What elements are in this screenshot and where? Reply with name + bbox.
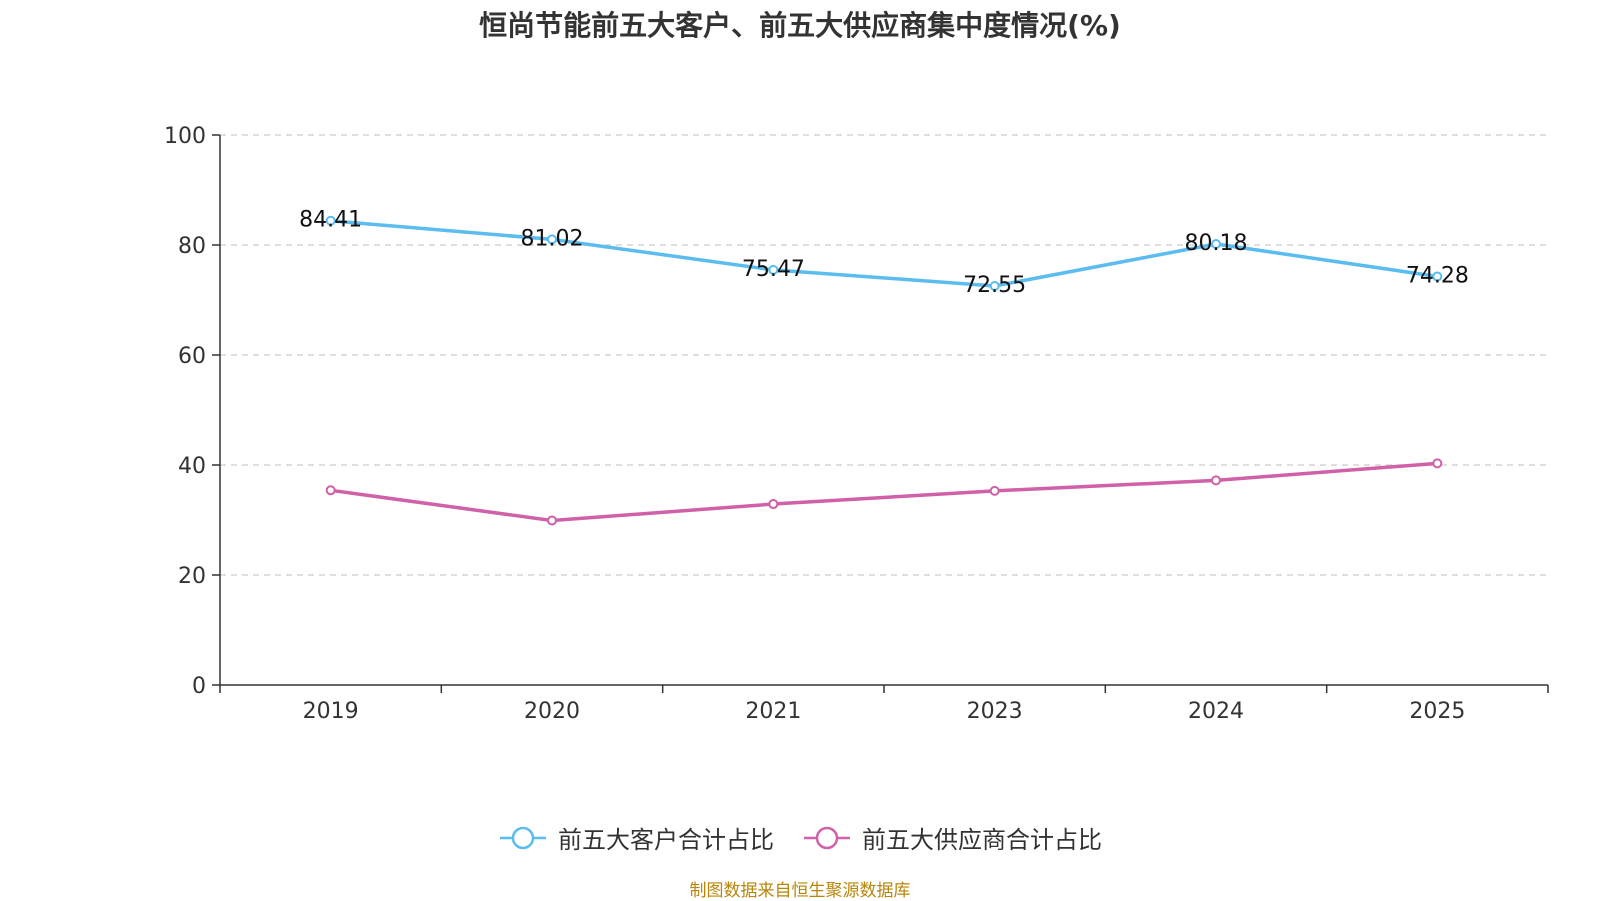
data-labels: 84.41 81.02 75.47 72.55 80.18 74.28 (299, 208, 1469, 298)
data-point (325, 485, 336, 496)
y-tick-label: 60 (178, 344, 206, 369)
legend-label: 前五大客户合计占比 (558, 826, 774, 854)
y-tick-label: 80 (178, 234, 206, 259)
data-point (768, 264, 779, 275)
data-label: 72.55 (963, 273, 1026, 298)
y-tick-label: 40 (178, 454, 206, 479)
legend-label: 前五大供应商合计占比 (862, 826, 1102, 854)
data-point (1432, 271, 1443, 282)
x-tick-label: 2019 (303, 699, 359, 724)
legend-marker-icon (804, 826, 850, 849)
x-tick-label: 2020 (524, 699, 580, 724)
data-label: 81.02 (521, 226, 584, 251)
source-note: 制图数据来自恒生聚源数据库 (689, 881, 911, 901)
legend-item[interactable]: 前五大客户合计占比 (498, 820, 774, 855)
x-tick-label: 2025 (1409, 699, 1465, 724)
legend-marker-icon (500, 826, 546, 849)
series-line-1 (330, 461, 1438, 523)
data-point (768, 499, 779, 510)
axes: 0 20 40 60 80 100 2019 2020 2021 2023 2024 2025 (164, 124, 1549, 724)
y-tick-label: 100 (164, 124, 206, 149)
y-tick-label: 0 (192, 674, 206, 699)
data-point (1211, 239, 1221, 250)
data-point (547, 234, 557, 245)
data-label: 84.41 (299, 208, 362, 233)
data-point (989, 485, 1000, 496)
x-tick-label: 2023 (967, 699, 1023, 724)
grid-lines (220, 134, 1548, 576)
data-label: 80.18 (1185, 231, 1248, 256)
data-point (547, 515, 557, 526)
data-label: 75.47 (742, 257, 805, 282)
legend-item[interactable]: 前五大供应商合计占比 (802, 820, 1102, 855)
series-lines (325, 215, 1443, 526)
chart-title: 恒尚节能前五大客户、前五大供应商集中度情况(%) (479, 9, 1121, 42)
data-point (1211, 475, 1221, 486)
data-label: 74.28 (1406, 263, 1469, 288)
x-tick-label: 2024 (1188, 699, 1244, 724)
data-point (989, 280, 1000, 291)
data-point (1432, 458, 1443, 469)
data-point (325, 215, 336, 226)
legend: 前五大客户合计占比 前五大供应商合计占比 (0, 820, 1600, 855)
x-tick-label: 2021 (745, 699, 801, 724)
series-line-0 (330, 219, 1438, 288)
y-tick-label: 20 (178, 564, 206, 589)
